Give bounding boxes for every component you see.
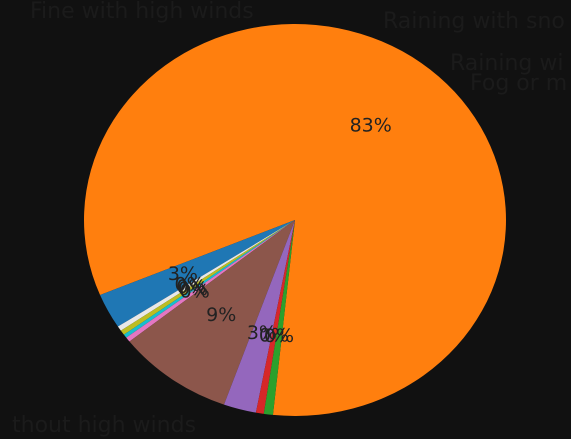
pie-slice-1 [100, 220, 295, 327]
pie-slices [83, 24, 506, 417]
pie-percent-labels: 83%3%0%0%0%0%9%3%0%0% [168, 114, 392, 347]
pie-slice-9 [263, 220, 295, 415]
slice-label-fine-high-winds: Fine with high winds [30, 0, 254, 24]
pie-slice-8 [255, 220, 295, 414]
pie-percent-label-2: 0% [175, 274, 205, 296]
pie-percent-label-6: 9% [206, 304, 236, 326]
pie-percent-label-8: 0% [259, 325, 289, 347]
pie-percent-label-0: 83% [350, 114, 392, 136]
pie-slice-2 [117, 220, 296, 331]
pie-percent-label-4: 0% [178, 278, 208, 300]
pie-percent-label-1: 3% [168, 263, 198, 285]
pie-slice-5 [126, 220, 296, 342]
pie-slice-4 [123, 220, 295, 338]
slice-label-raining-with: Raining wi [450, 51, 563, 76]
pie-slice-3 [120, 220, 295, 335]
pie-percent-label-9: 0% [264, 325, 294, 347]
slice-label-rain-without-high-winds: thout high winds [12, 413, 196, 438]
pie-percent-label-7: 3% [247, 322, 277, 344]
pie-slice-0 [83, 24, 506, 417]
slice-label-fog: Fog or m [470, 71, 567, 96]
slice-label-raining-snow: Raining with sno [383, 9, 565, 34]
pie-slice-7 [223, 220, 295, 413]
pie-percent-label-3: 0% [176, 276, 206, 298]
pie-percent-label-5: 0% [180, 280, 210, 302]
pie-slice-6 [129, 220, 295, 405]
